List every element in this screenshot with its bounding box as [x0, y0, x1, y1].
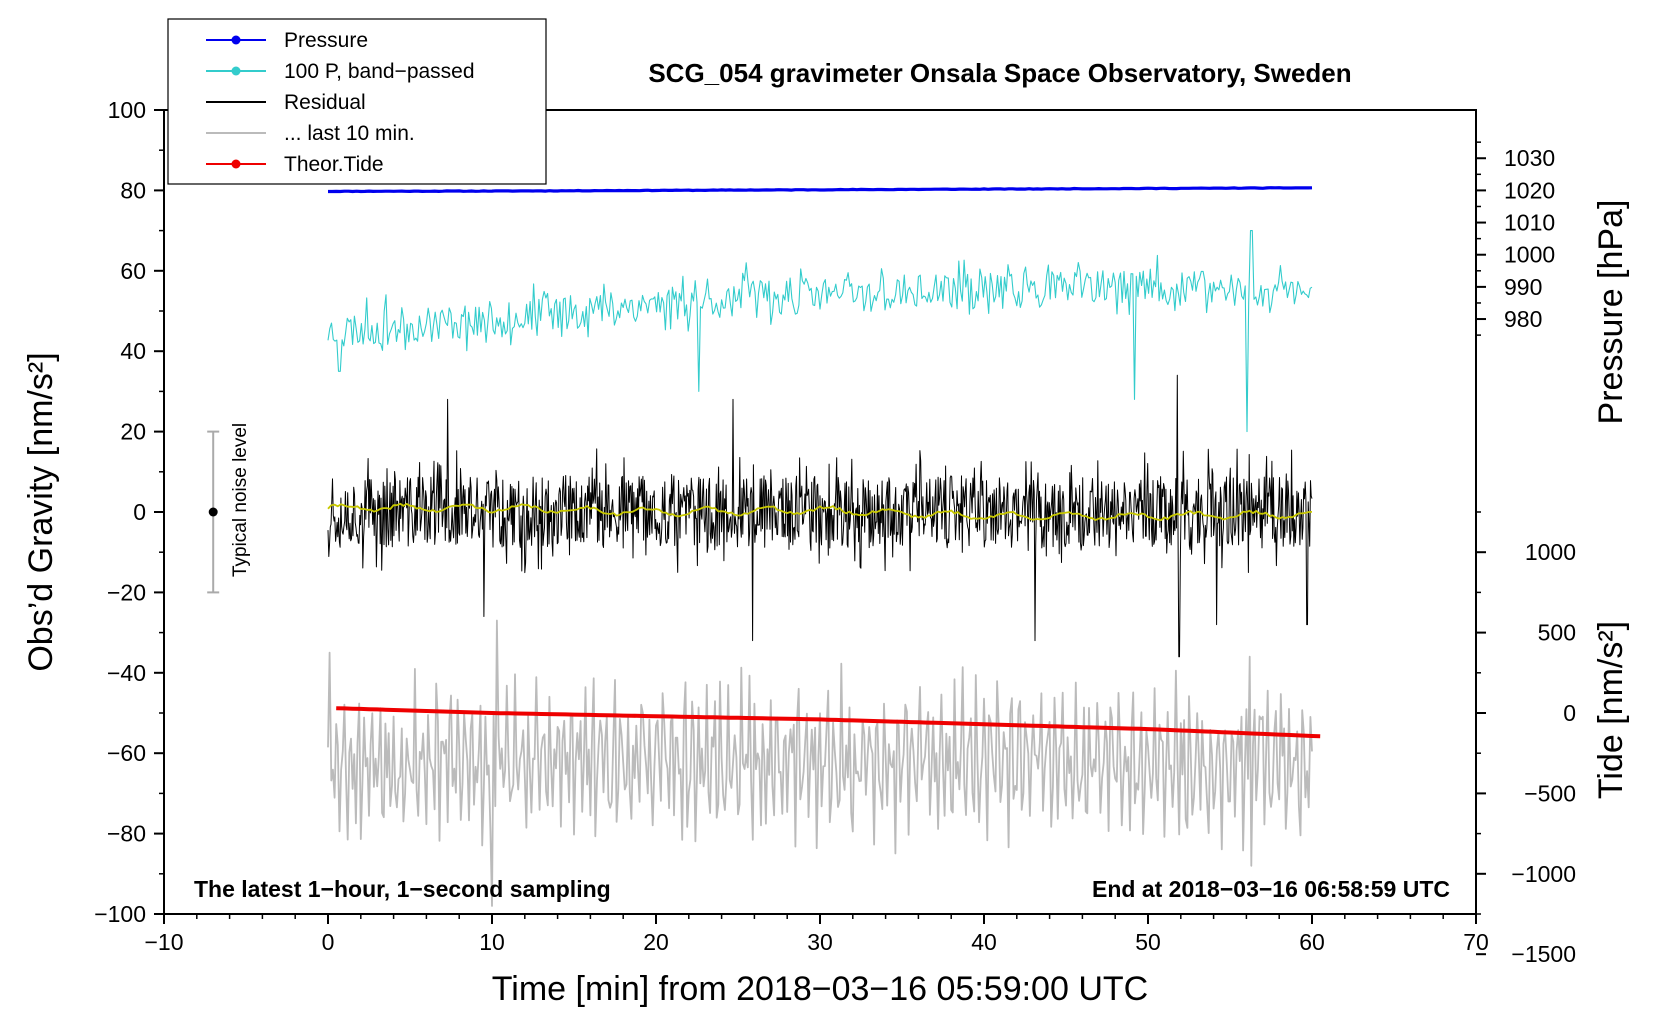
tide-tick-label: −1000 — [1511, 861, 1576, 887]
series-line-residual-smoothed — [327, 502, 1313, 522]
pressure-tick-label: 1020 — [1504, 177, 1555, 203]
pressure-tick-label: 1000 — [1504, 242, 1555, 268]
tide-tick-label: 1000 — [1525, 539, 1576, 565]
y-axis-title-left: Obs’d Gravity [nm/s²] — [22, 352, 60, 671]
legend-marker-theor-tide — [231, 159, 241, 169]
annotation-sampling: The latest 1−hour, 1−second sampling — [194, 876, 611, 902]
x-tick-label: 30 — [807, 929, 833, 955]
legend: Pressure 100 P, band−passed Residual ... la… — [167, 18, 547, 185]
noise-level-indicator: Typical noise level — [207, 423, 251, 594]
series-line-residual — [327, 374, 1313, 658]
noise-bar-dot — [208, 507, 218, 517]
pressure-tick-label: 1010 — [1504, 210, 1555, 236]
series-line-100-p-band-passed — [327, 230, 1313, 433]
ticks-layer: −10 0 10 20 30 40 50 60 70100806040200−20−40−60−… — [94, 97, 1576, 967]
y-left-tick-label: −20 — [107, 579, 146, 605]
y-left-tick-label: 80 — [120, 177, 146, 203]
legend-label-residual: Residual — [284, 91, 366, 114]
tide-tick-label: −500 — [1524, 780, 1576, 806]
noise-label: Typical noise level — [230, 423, 251, 577]
y-left-tick-label: −40 — [107, 660, 146, 686]
y-left-tick-label: −80 — [107, 821, 146, 847]
pressure-tick-label: 1030 — [1504, 145, 1555, 171]
x-tick-label: −10 — [144, 929, 183, 955]
tide-tick-label: −1500 — [1511, 941, 1576, 967]
y-left-tick-label: 100 — [108, 97, 146, 123]
y-axis-title-tide: Tide [nm/s²] — [1592, 621, 1630, 799]
x-tick-label: 60 — [1299, 929, 1325, 955]
series-layer — [327, 186, 1321, 907]
legend-label-theor-tide: Theor.Tide — [284, 153, 384, 176]
legend-marker-pressure — [231, 35, 241, 45]
y-left-tick-label: −100 — [94, 901, 146, 927]
x-tick-label: 40 — [971, 929, 997, 955]
pressure-tick-label: 990 — [1504, 274, 1542, 300]
x-tick-label: 10 — [479, 929, 505, 955]
series-line-theor-tide — [336, 706, 1321, 739]
chart-title: SCG_054 gravimeter Onsala Space Observat… — [648, 58, 1351, 88]
legend-label-last-10-min: ... last 10 min. — [284, 122, 415, 145]
tide-tick-label: 0 — [1563, 700, 1576, 726]
legend-label-100-p-band-passed: 100 P, band−passed — [284, 60, 475, 83]
x-tick-label: 50 — [1135, 929, 1161, 955]
y-left-tick-label: −60 — [107, 740, 146, 766]
y-axis-title-pressure: Pressure [hPa] — [1592, 200, 1630, 425]
y-left-tick-label: 0 — [133, 499, 146, 525]
pressure-tick-label: 980 — [1504, 306, 1542, 332]
y-left-tick-label: 20 — [120, 419, 146, 445]
x-tick-label: 70 — [1463, 929, 1489, 955]
tide-tick-label: 500 — [1538, 620, 1576, 646]
annotation-end-time: End at 2018−03−16 06:58:59 UTC — [1092, 876, 1450, 902]
y-left-tick-label: 40 — [120, 338, 146, 364]
x-tick-label: 20 — [643, 929, 669, 955]
legend-entries: Pressure 100 P, band−passed Residual ... la… — [206, 29, 475, 176]
x-axis-title: Time [min] from 2018−03−16 05:59:00 UTC — [492, 970, 1148, 1008]
y-left-tick-label: 60 — [120, 258, 146, 284]
series-line-pressure — [328, 186, 1313, 194]
series-line-last-10-min — [327, 619, 1313, 907]
x-tick-label: 0 — [322, 929, 335, 955]
legend-marker-100-p-band-passed — [231, 66, 241, 76]
legend-label-pressure: Pressure — [284, 29, 368, 52]
